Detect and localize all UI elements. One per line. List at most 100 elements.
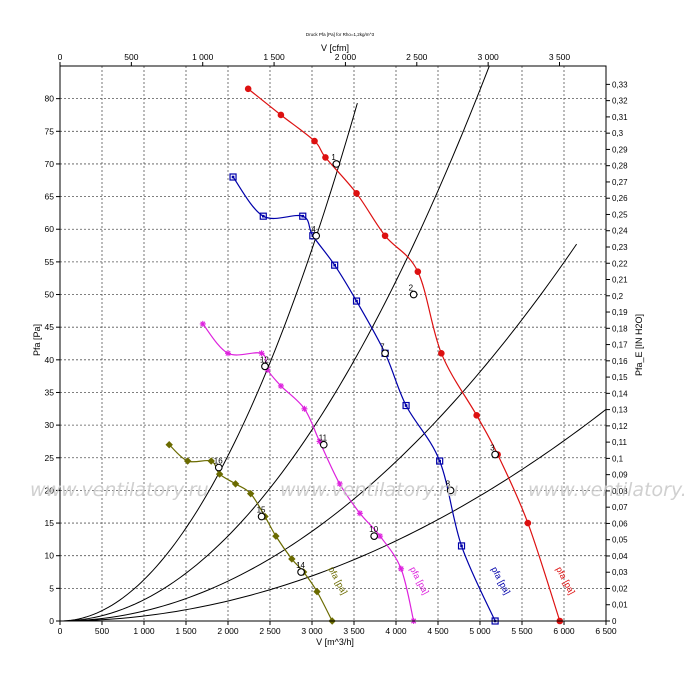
y-tick-label: 60 bbox=[45, 224, 55, 234]
data-point bbox=[402, 401, 410, 410]
x2-tick-label: 1 000 bbox=[192, 52, 214, 62]
data-point bbox=[231, 480, 240, 488]
series-curve-label: pfa [pa] bbox=[326, 565, 349, 596]
series-line bbox=[247, 88, 561, 622]
operating-point bbox=[312, 231, 321, 240]
axes: 0 500 1 000 1 500 2 000 2 500 3 000 3 500 4 000 4… bbox=[45, 52, 629, 636]
y2-tick-label: 0,15 bbox=[612, 373, 628, 382]
data-point bbox=[299, 212, 307, 220]
data-point bbox=[356, 510, 363, 517]
operating-point bbox=[332, 160, 341, 168]
y2-tick-label: 0,3 bbox=[612, 129, 624, 138]
series-line bbox=[202, 323, 415, 622]
y2-tick-label: 0,11 bbox=[612, 438, 628, 447]
x-tick-label: 4 000 bbox=[385, 626, 407, 636]
y-tick-label: 70 bbox=[45, 159, 55, 169]
watermark-text-1: www.ventilatory.ru bbox=[30, 479, 209, 501]
data-point-core bbox=[355, 299, 358, 303]
watermark-text-2: www.ventilatory.ru bbox=[280, 479, 459, 501]
y2-tick-label: 0,08 bbox=[612, 487, 628, 496]
data-point bbox=[259, 212, 267, 220]
data-point bbox=[244, 85, 252, 93]
data-point bbox=[381, 232, 389, 240]
y2-tick-label: 0,05 bbox=[612, 536, 628, 545]
y2-tick-label: 0,22 bbox=[612, 259, 628, 268]
data-point bbox=[457, 542, 466, 550]
y2-tick-label: 0,18 bbox=[612, 324, 628, 333]
x-tick-label: 2 500 bbox=[259, 626, 281, 636]
fan-curve-series-4: pfa [pa] bbox=[165, 440, 349, 625]
x2-tick-label: 1 500 bbox=[263, 52, 285, 62]
y2-tick-label: 0,01 bbox=[612, 601, 628, 610]
x-tick-label: 0 bbox=[58, 626, 63, 636]
y2-axis-label: Pfa_E [IN H2O] bbox=[634, 314, 644, 376]
data-point bbox=[229, 173, 237, 181]
data-point bbox=[215, 470, 224, 478]
y2-tick-label: 0,29 bbox=[612, 145, 628, 154]
y-tick-label: 50 bbox=[45, 290, 55, 300]
series-line bbox=[232, 176, 496, 622]
operating-point-label: 4 bbox=[311, 225, 316, 234]
data-point bbox=[311, 137, 318, 145]
operating-point-label: 15 bbox=[257, 506, 266, 515]
x-tick-label: 3 500 bbox=[343, 626, 365, 636]
data-point bbox=[377, 533, 384, 540]
grid bbox=[60, 66, 606, 621]
y-tick-label: 65 bbox=[45, 192, 55, 202]
chart-title: Druck Pfa [Pa] for Rho=1,2kg/m^3 bbox=[306, 32, 375, 37]
operating-point-label: 14 bbox=[296, 561, 305, 570]
data-point-core bbox=[261, 214, 265, 218]
operating-point-label: 3 bbox=[490, 444, 495, 453]
series-line bbox=[168, 444, 333, 622]
x2-tick-label: 3 500 bbox=[549, 52, 571, 62]
operating-point-label: 10 bbox=[369, 525, 378, 534]
x2-tick-label: 0 bbox=[58, 52, 63, 62]
x2-tick-label: 2 000 bbox=[335, 52, 357, 62]
data-point-core bbox=[404, 404, 408, 407]
data-point bbox=[258, 350, 265, 357]
y2-tick-label: 0,26 bbox=[612, 194, 628, 203]
data-point bbox=[199, 320, 206, 327]
y2-tick-label: 0,32 bbox=[612, 97, 628, 106]
y2-tick-label: 0,14 bbox=[612, 389, 628, 398]
y2-tick-label: 0,19 bbox=[612, 308, 628, 317]
operating-point bbox=[214, 463, 223, 472]
data-point bbox=[277, 382, 284, 389]
data-point bbox=[524, 519, 532, 527]
x2-tick-label: 3 000 bbox=[478, 52, 500, 62]
y2-tick-label: 0,24 bbox=[612, 227, 628, 236]
watermark-text-3: www.ventilatory.ru bbox=[528, 479, 684, 501]
x-tick-label: 2 000 bbox=[217, 626, 239, 636]
y-tick-label: 25 bbox=[45, 453, 55, 463]
data-point bbox=[207, 457, 215, 465]
x-tick-label: 1 000 bbox=[133, 626, 155, 636]
data-point bbox=[336, 480, 343, 487]
system-curve bbox=[60, 66, 490, 621]
data-point bbox=[414, 268, 422, 275]
y2-tick-label: 0,1 bbox=[612, 454, 624, 463]
x-tick-label: 3 000 bbox=[301, 626, 323, 636]
y2-tick-label: 0,03 bbox=[612, 568, 628, 577]
y2-tick-label: 0,02 bbox=[612, 584, 628, 593]
system-curve bbox=[60, 243, 578, 621]
x-tick-label: 6 500 bbox=[595, 626, 617, 636]
y-tick-label: 5 bbox=[49, 583, 54, 593]
system-curve bbox=[60, 103, 358, 621]
data-point bbox=[264, 366, 271, 373]
y-tick-label: 35 bbox=[45, 387, 55, 397]
y2-tick-label: 0,23 bbox=[612, 243, 628, 252]
y-tick-label: 75 bbox=[45, 126, 55, 136]
y2-tick-label: 0,07 bbox=[612, 503, 628, 512]
data-point-core bbox=[231, 175, 235, 179]
y2-tick-label: 0,31 bbox=[612, 113, 628, 122]
operating-point-label: 16 bbox=[214, 457, 223, 466]
y2-tick-label: 0,06 bbox=[612, 519, 628, 528]
x-tick-label: 4 500 bbox=[427, 626, 449, 636]
data-point bbox=[331, 261, 339, 269]
data-point bbox=[272, 532, 280, 540]
data-point bbox=[353, 190, 360, 197]
x-tick-label: 1 500 bbox=[175, 626, 197, 636]
y-tick-label: 10 bbox=[45, 551, 55, 561]
y2-tick-label: 0 bbox=[612, 617, 617, 626]
